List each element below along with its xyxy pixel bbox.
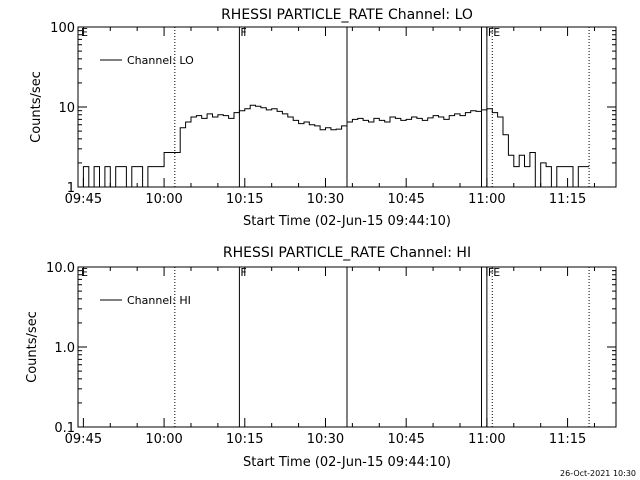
chart-title: RHESSI PARTICLE_RATE Channel: LO <box>221 7 473 23</box>
y-tick-label: 10 <box>58 101 75 116</box>
x-tick-label: 11:15 <box>549 432 586 447</box>
x-tick-label: 11:00 <box>468 432 505 447</box>
event-marker-label: F <box>240 26 246 39</box>
panel-hi: RHESSI PARTICLE_RATE Channel: HI Counts/… <box>25 245 617 470</box>
event-marker-label: E <box>493 266 500 279</box>
x-tick-label: 10:45 <box>387 192 424 207</box>
y-axis-label: Counts/sec <box>29 71 44 143</box>
y-tick-label: 10.0 <box>46 261 75 276</box>
x-tick-label: 11:00 <box>468 192 505 207</box>
y-axis-label: Counts/sec <box>25 311 40 383</box>
x-tick-label: 10:00 <box>145 432 182 447</box>
legend-label: Channel: LO <box>127 54 194 67</box>
legend-label: Channel: HI <box>127 294 191 307</box>
event-marker-label: E <box>493 26 500 39</box>
event-marker-label: F <box>240 266 246 279</box>
series-line-channel-lo <box>78 104 590 188</box>
x-axis-label: Start Time (02-Jun-15 09:44:10) <box>243 455 451 470</box>
x-tick-label: 11:15 <box>549 192 586 207</box>
corner-label: E <box>81 266 88 279</box>
panel-lo: RHESSI PARTICLE_RATE Channel: LO Counts/… <box>29 7 617 229</box>
chart-title: RHESSI PARTICLE_RATE Channel: HI <box>223 245 471 261</box>
x-tick-label: 09:45 <box>65 192 102 207</box>
x-tick-label: 10:00 <box>145 192 182 207</box>
y-tick-label: 100 <box>50 21 75 36</box>
x-tick-label: 10:15 <box>226 192 263 207</box>
corner-label: E <box>81 26 88 39</box>
x-tick-label: 10:30 <box>307 192 344 207</box>
x-tick-label: 09:45 <box>65 432 102 447</box>
x-axis-label: Start Time (02-Jun-15 09:44:10) <box>243 214 451 229</box>
y-tick-label: 1 <box>67 181 75 196</box>
y-tick-label: 1.0 <box>54 341 75 356</box>
event-marker-label: F <box>488 26 494 39</box>
x-tick-label: 10:45 <box>387 432 424 447</box>
x-tick-label: 10:15 <box>226 432 263 447</box>
y-tick-label: 0.1 <box>54 421 75 436</box>
x-tick-label: 10:30 <box>307 432 344 447</box>
event-marker-label: F <box>488 266 494 279</box>
footer-timestamp: 26-Oct-2021 10:30 <box>560 469 636 478</box>
